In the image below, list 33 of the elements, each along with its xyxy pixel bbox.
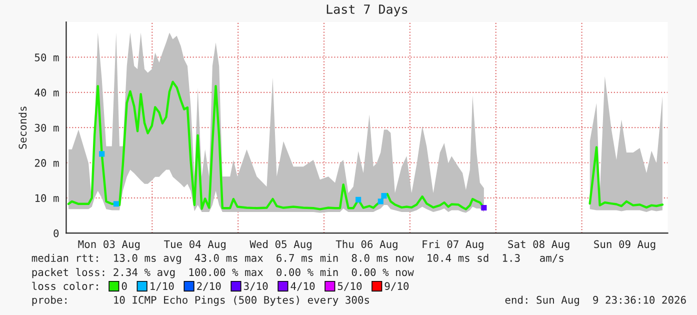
point xyxy=(356,196,362,202)
y-axis-title: Seconds xyxy=(18,106,27,149)
text: packet loss: 2.34 % avg 100.00 % max 0.00 % min 0.00 % now xyxy=(32,268,414,278)
legend-label: 1/10 xyxy=(150,282,174,291)
text: median rtt: 13.0 ms avg 43.0 ms max 6.7 ms min 8.0 ms now 10.4 ms sd 1.3 am/s xyxy=(32,254,564,264)
chart-title: Last 7 Days xyxy=(326,4,408,16)
x-tick-label: Sun 09 Aug xyxy=(594,240,656,250)
x-tick-label: Mon 03 Aug xyxy=(78,240,140,250)
legend-label: 5/10 xyxy=(338,282,362,291)
y-tick-label: 20 m xyxy=(34,159,59,167)
x-tick-label: Wed 05 Aug xyxy=(250,240,312,250)
legend-label: 9/10 xyxy=(384,282,409,291)
y-tick-label: 50 m xyxy=(34,53,59,62)
y-tick-label: 10 m xyxy=(35,194,59,202)
x-tick-label: Tue 04 Aug xyxy=(164,240,226,250)
x-tick-label: Sat 08 Aug xyxy=(508,240,570,250)
x-tick-label: Fri 07 Aug xyxy=(422,240,484,250)
text: probe: 10 ICMP Echo Pings (500 Bytes) every 300s xyxy=(32,296,369,306)
legend-title: loss color: xyxy=(32,282,98,290)
point xyxy=(378,198,384,204)
legend-label: 4/10 xyxy=(290,282,315,291)
point xyxy=(481,204,487,211)
legend-label: 2/10 xyxy=(197,282,221,291)
legend-label: 0 xyxy=(122,282,127,290)
y-tick-label: 30 m xyxy=(34,124,59,132)
y-tick-label: 40 m xyxy=(34,88,59,97)
x-tick-label: Thu 06 Aug xyxy=(336,240,398,250)
legend-label: 3/10 xyxy=(244,282,268,291)
point xyxy=(381,193,387,199)
text: end: Sun Aug 9 23:36:10 2026 xyxy=(505,296,686,306)
y-tick-label: 0 xyxy=(54,229,59,238)
point xyxy=(113,201,119,207)
point xyxy=(99,151,105,157)
